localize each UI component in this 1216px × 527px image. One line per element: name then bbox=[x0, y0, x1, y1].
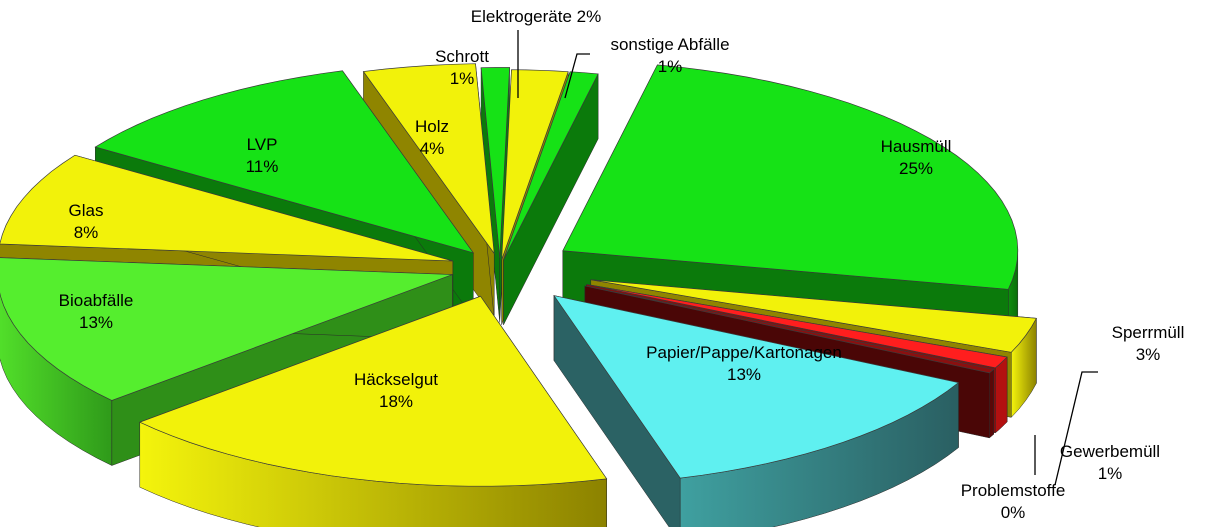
slice-value-schrott: 1% bbox=[450, 69, 475, 88]
slice-schrott bbox=[480, 67, 510, 323]
slice-label-glas: Glas bbox=[69, 201, 104, 220]
slice-label-schrott: Schrott bbox=[435, 47, 489, 66]
slice-value-lvp: 11% bbox=[246, 157, 279, 176]
slice-label-problemstoffe: Problemstoffe bbox=[961, 481, 1066, 500]
leader-lines bbox=[517, 30, 1098, 486]
slice-label-lvp: LVP bbox=[247, 135, 278, 154]
slice-value-sonstige-abfaelle: 1% bbox=[658, 57, 683, 76]
data-label-elektrogeraete: Elektrogeräte 2% bbox=[471, 7, 601, 26]
slice-top-face bbox=[480, 67, 510, 258]
slice-top-face bbox=[362, 63, 495, 255]
slice-haeckselgut bbox=[138, 295, 608, 527]
slice-top-face bbox=[138, 295, 608, 487]
slice-papier-pappe-kartonagen bbox=[553, 294, 960, 527]
slice-top-face bbox=[501, 69, 569, 260]
slice-label-holz: Holz bbox=[415, 117, 449, 136]
slice-top-face bbox=[590, 279, 1037, 353]
slice-label-haeckselgut: Häckselgut bbox=[354, 370, 438, 389]
slice-top-face bbox=[584, 285, 995, 374]
slice-value-gewerbemuell: 1% bbox=[1098, 464, 1123, 483]
slice-top-face bbox=[0, 154, 453, 262]
slice-value-papier-pappe-kartonagen: 13% bbox=[727, 365, 761, 384]
slice-label-papier-pappe-kartonagen: Papier/Pappe/Kartonagen bbox=[646, 343, 842, 362]
slice-top-face bbox=[553, 295, 960, 479]
slice-rim bbox=[989, 368, 994, 439]
slice-label-gewerbemuell: Gewerbemüll bbox=[1060, 442, 1160, 461]
slice-top-face bbox=[586, 284, 1008, 369]
pie-labels: Hausmüll 25% Sperrmüll 3% Gewerbemüll 1% Probl… bbox=[59, 7, 1185, 522]
slice-rim bbox=[995, 356, 1008, 434]
slice-top-face bbox=[503, 71, 599, 260]
leader-line-sonstige bbox=[564, 53, 590, 99]
slice-value-sperrmuell: 3% bbox=[1136, 345, 1161, 364]
slice-value-problemstoffe: 0% bbox=[1001, 503, 1026, 522]
slice-top-face bbox=[0, 257, 453, 401]
slice-top-face bbox=[562, 64, 1019, 290]
leader-line-sperrmuell bbox=[1054, 371, 1098, 486]
slice-value-haeckselgut: 18% bbox=[379, 392, 413, 411]
slice-label-sonstige-abfaelle: sonstige Abfälle bbox=[610, 35, 729, 54]
slice-value-glas: 8% bbox=[74, 223, 99, 242]
slice-sonstige-abfaelle bbox=[503, 71, 599, 325]
slice-top-face bbox=[94, 70, 475, 254]
slice-label-bioabfaelle: Bioabfälle bbox=[59, 291, 134, 310]
pie-slices bbox=[0, 63, 1037, 527]
slice-label-sperrmuell: Sperrmüll bbox=[1112, 323, 1185, 342]
slice-value-bioabfaelle: 13% bbox=[79, 313, 113, 332]
slice-label-hausmuell: Hausmüll bbox=[881, 137, 952, 156]
slice-value-hausmuell: 25% bbox=[899, 159, 933, 178]
slice-value-holz: 4% bbox=[420, 139, 445, 158]
